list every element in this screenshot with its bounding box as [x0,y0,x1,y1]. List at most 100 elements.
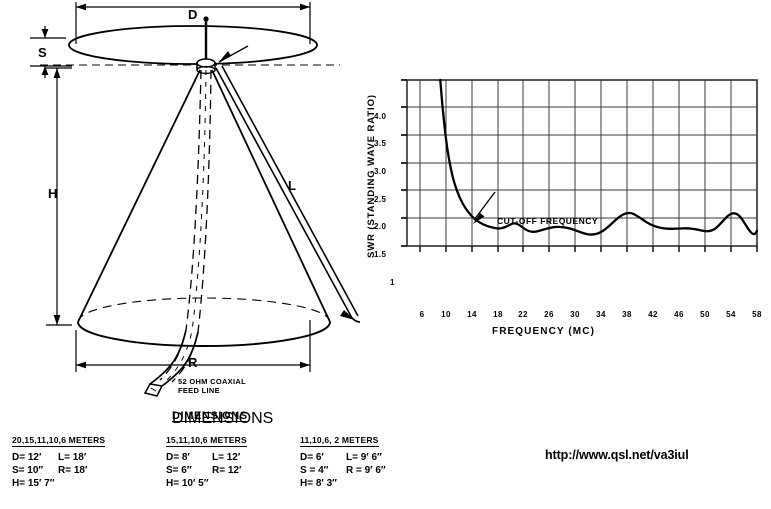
dimension-line-H [46,67,72,326]
y-tick-label-2.5: 2.5 [374,195,387,204]
discone-antenna-drawing: D S H R L 52 OHM COAXIAL FEED LINE [0,0,360,410]
feedline-caption: 52 OHM COAXIAL FEED LINE [178,377,246,395]
label-H: H [48,186,58,201]
y-tick-label-2.0: 2.0 [374,222,387,231]
arrow-H-top [53,68,61,78]
label-D: D [188,7,198,22]
feedline-caption-line2: FEED LINE [178,386,220,395]
dimension-line-S [30,26,72,78]
cell-blank [212,477,264,490]
y-tick-label-1.5: 1.5 [374,250,387,259]
cell-R: R= 12′ [212,465,242,476]
dimension-line-D [75,2,311,44]
y-tick-label-3.5: 3.5 [374,139,387,148]
cell-L: L= 9′ 6″ [346,452,382,463]
cone-base-front [77,321,331,347]
dimensions-column-1-bands: 20,15,11,10,6 METERS [12,435,106,447]
y-tick-marks [401,79,407,247]
arrow-S-up [41,29,49,38]
x-tick-label-6: 6 [419,310,425,319]
top-disc [68,25,318,65]
table-row: H= 8′ 3″ [300,477,430,490]
x-tick-label-50: 50 [700,310,710,319]
cell-S: S = 4″ [300,465,329,476]
cell-D: D= 12′ [12,452,42,463]
x-tick-label-42: 42 [648,310,658,319]
arrow-H-bottom [53,315,61,325]
cell-S: S= 10″ [12,465,44,476]
feedpoint-insulator [196,58,216,68]
arrow-L [340,310,355,320]
cell-D: D= 8′ [166,452,190,463]
cell-L: L= 12′ [212,452,241,463]
cone-left-edge [77,69,201,323]
table-row: S = 4″ R = 9′ 6″ [300,464,430,477]
x-tick-label-46: 46 [674,310,684,319]
credit-url[interactable]: http://www.qsl.net/va3iul [545,448,689,462]
x-tick-label-34: 34 [596,310,606,319]
dimensions-column-3-bands: 11,10,6, 2 METERS [300,435,379,447]
dimensions-title-text: DIMENSIONS [172,410,248,422]
cone-right-edge [211,69,331,323]
x-tick-label-26: 26 [544,310,554,319]
feedline-caption-line1: 52 OHM COAXIAL [178,377,246,386]
arrow-D-left [76,3,86,11]
dimensions-column-2: 15,11,10,6 METERS D= 8′ L= 12′ S= 6″ R= … [166,430,296,490]
antenna-svg [30,2,360,397]
table-row: D= 8′ L= 12′ [166,451,296,464]
y-tick-label-3.0: 3.0 [374,167,387,176]
table-row: H= 10′ 5″ [166,477,296,490]
feedpoint-leader-arrow [219,51,231,62]
label-R: R [188,355,198,370]
table-row: S= 10″ R= 18′ [12,464,158,477]
cell-H: H= 10′ 5″ [166,478,209,489]
y-tick-label-1: 1 [390,278,395,287]
cell-R: R = 9′ 6″ [346,465,386,476]
dimensions-column-2-bands: 15,11,10,6 METERS [166,435,247,447]
x-tick-marks [419,246,758,252]
horizontal-gridlines [407,106,757,219]
cone-base-back [77,297,331,323]
x-tick-label-54: 54 [726,310,736,319]
x-tick-label-30: 30 [570,310,580,319]
x-tick-label-10: 10 [441,310,451,319]
x-tick-label-58: 58 [752,310,762,319]
chart-x-axis-title: FREQUENCY (MC) [492,326,595,337]
table-row: S= 6″ R= 12′ [166,464,296,477]
swr-curve [439,78,759,236]
arrow-R-left [76,361,86,369]
cell-H: H= 15′ 7″ [12,478,55,489]
arrow-S-down [41,66,49,75]
cell-D: D= 6′ [300,452,324,463]
label-L: L [288,178,297,193]
cell-blank [58,477,110,490]
dimensions-column-1-rows: D= 12′ L= 18′ S= 10″ R= 18′ H= 15′ 7″ [12,451,158,490]
chart-svg [401,78,759,252]
table-row: H= 15′ 7″ [12,477,158,490]
swr-chart: SWR (STANDING WAVE RATIO) [352,58,771,337]
table-row: D= 12′ L= 18′ [12,451,158,464]
cell-L: L= 18′ [58,452,87,463]
slant-element-L-b [221,65,359,317]
x-tick-label-22: 22 [518,310,528,319]
cell-R: R= 18′ [58,465,88,476]
coax-jacket [149,329,199,387]
cell-H: H= 8′ 3″ [300,478,337,489]
dimensions-column-1: 20,15,11,10,6 METERS D= 12′ L= 18′ S= 10… [12,430,158,490]
dimensions-column-3: 11,10,6, 2 METERS D= 6′ L= 9′ 6″ S = 4″ … [300,430,430,490]
cell-blank [346,477,398,490]
x-tick-label-14: 14 [467,310,477,319]
dimensions-column-3-rows: D= 6′ L= 9′ 6″ S = 4″ R = 9′ 6″ H= 8′ 3″ [300,451,430,490]
dimensions-title: DIMENSIONS [172,410,274,427]
cell-S: S= 6″ [166,465,192,476]
cutoff-frequency-annotation: CUT-OFF FREQUENCY [497,216,599,226]
x-tick-label-18: 18 [493,310,503,319]
mast-top-dot [203,16,209,22]
coax-center-conductor [150,387,157,392]
x-tick-label-38: 38 [622,310,632,319]
cutoff-leader-arrow [473,213,485,224]
table-row: D= 6′ L= 9′ 6″ [300,451,430,464]
y-tick-label-4.0: 4.0 [374,112,387,121]
cutoff-leader-line [473,191,496,221]
